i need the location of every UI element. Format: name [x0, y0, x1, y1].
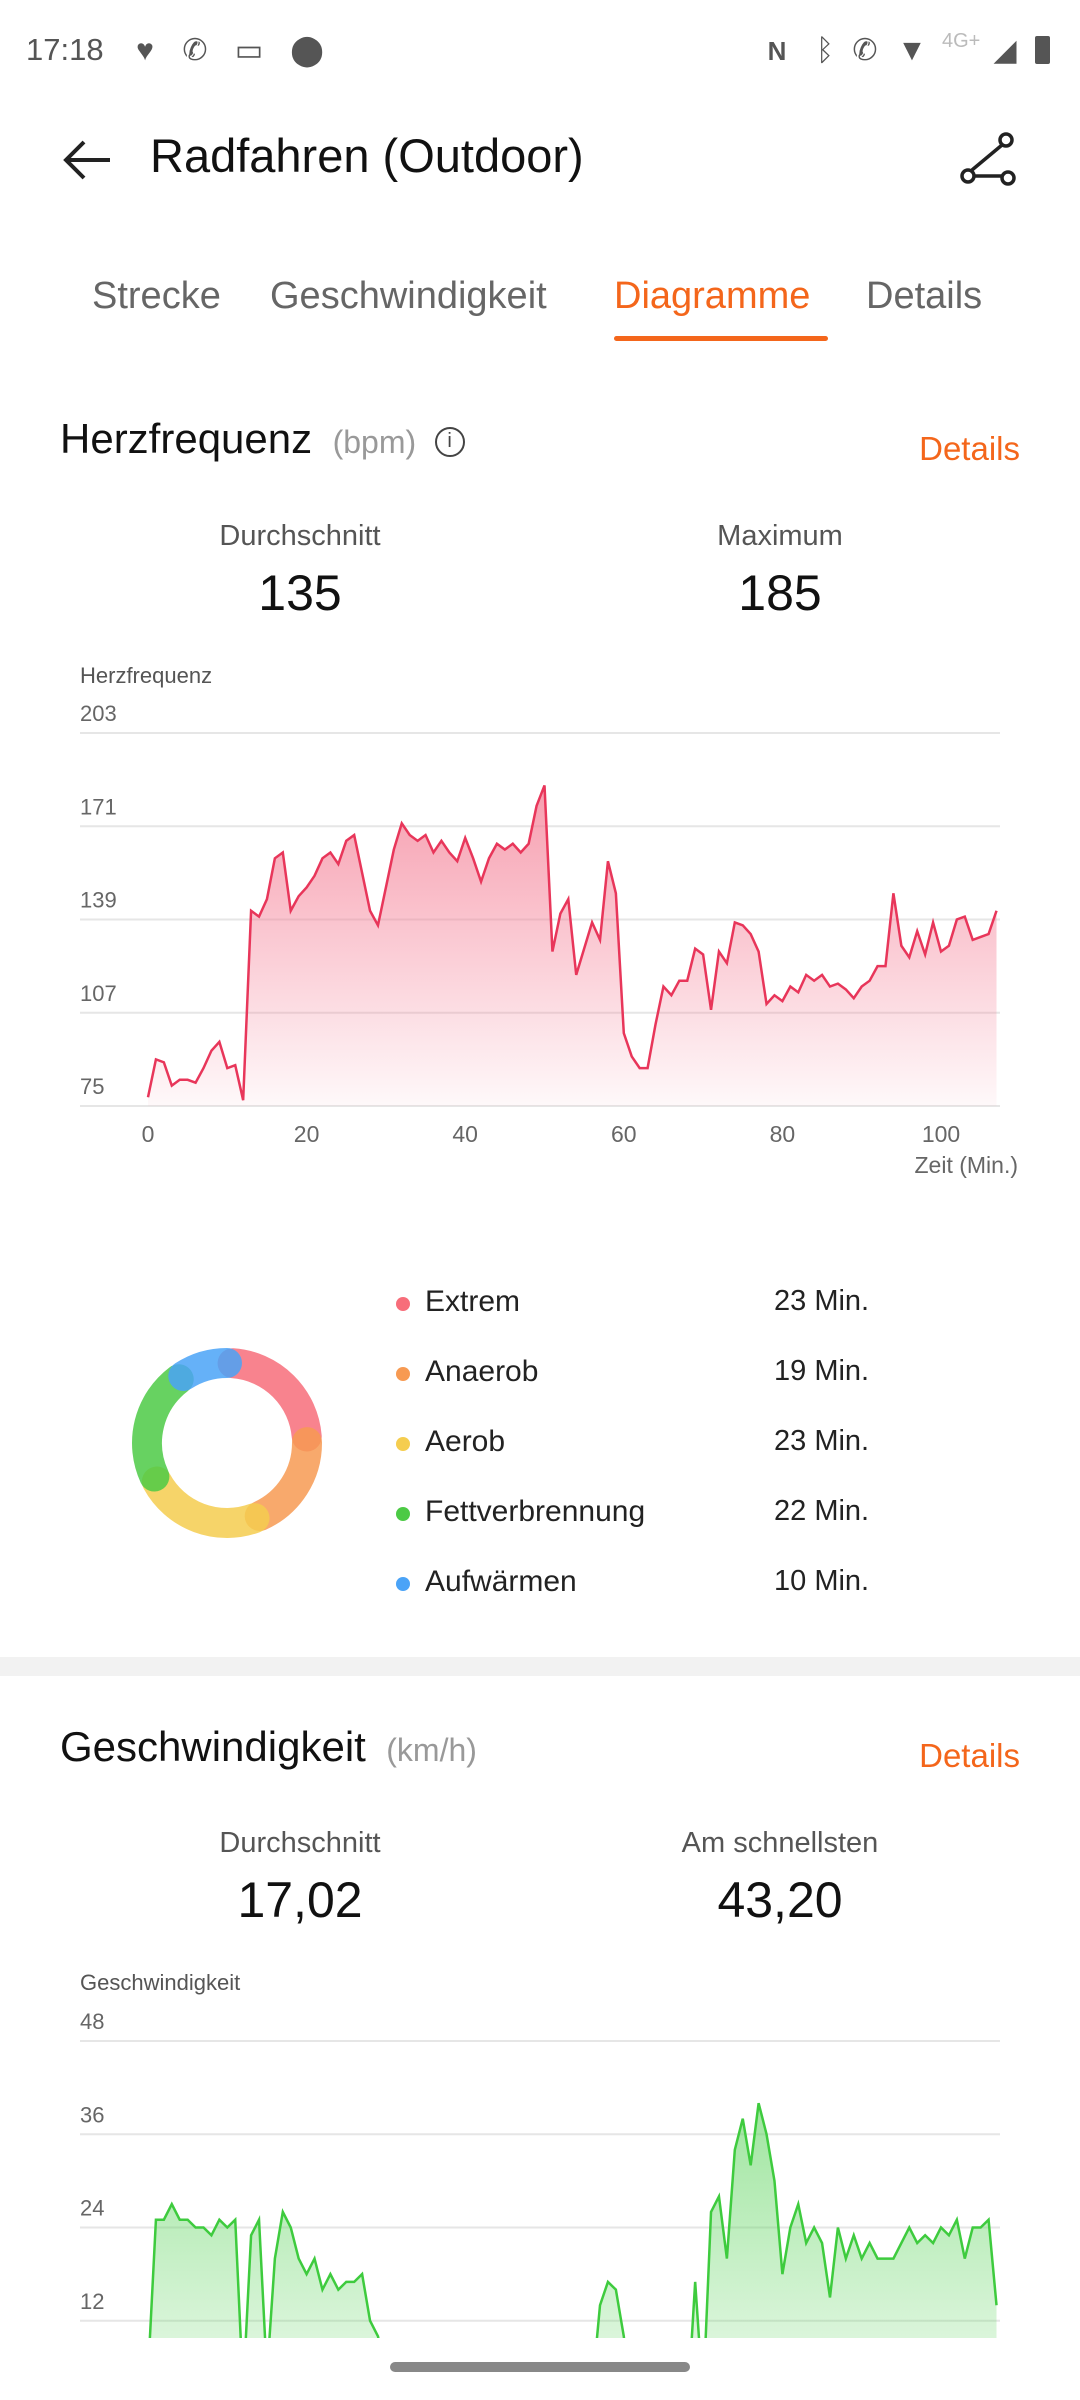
- average-value: 135: [258, 565, 342, 621]
- zone-segment-anaerob: [244, 1427, 322, 1532]
- section-title: Geschwindigkeit: [60, 1723, 366, 1770]
- x-tick-label: 20: [294, 1121, 320, 1147]
- zone-color-dot: [396, 1437, 410, 1451]
- y-tick-label: 12: [80, 2289, 104, 2314]
- average-speed-label: Durchschnitt: [219, 1827, 381, 1859]
- network-type: 4G+: [942, 30, 981, 52]
- y-tick-label: 203: [80, 701, 117, 726]
- tab-diagramme[interactable]: Diagramme: [614, 275, 811, 317]
- zone-duration: 23 Min.: [774, 1425, 870, 1457]
- speed-chart: Geschwindigkeit 48 36 24 12: [80, 1970, 1000, 2338]
- maximum-label: Maximum: [717, 520, 843, 552]
- status-bar: 17:18 ♥ ✆ ▭ ⬤ N ᛒ ✆ ▼ 4G+ ◢: [0, 28, 1080, 78]
- zone-segment-aufwärmen: [168, 1348, 242, 1391]
- fastest-label: Am schnellsten: [681, 1827, 879, 1859]
- status-time: 17:18: [26, 32, 104, 67]
- bluetooth-icon: ᛒ: [816, 34, 834, 67]
- tab-details[interactable]: Details: [866, 275, 983, 317]
- zone-label: Extrem: [425, 1285, 521, 1318]
- zone-segment-extrem: [217, 1348, 322, 1452]
- zone-duration: 19 Min.: [774, 1355, 870, 1387]
- gesture-nav-bar[interactable]: [390, 2362, 690, 2372]
- zone-label: Fettverbrennung: [425, 1495, 646, 1528]
- average-label: Durchschnitt: [219, 520, 381, 552]
- wifi-icon: ▼: [897, 34, 927, 67]
- y-axis-title: Herzfrequenz: [80, 663, 212, 688]
- y-axis-title: Geschwindigkeit: [80, 1970, 240, 1995]
- unit-label: (km/h): [386, 1732, 477, 1768]
- y-tick-label: 75: [80, 1074, 104, 1099]
- average-speed-value: 17,02: [237, 1872, 363, 1928]
- heart-rate-line: [146, 785, 998, 1101]
- zone-color-dot: [396, 1367, 410, 1381]
- zone-duration: 22 Min.: [774, 1495, 870, 1527]
- zone-label: Anaerob: [425, 1355, 539, 1388]
- heart-rate-chart: Herzfrequenz 203 171 139 107 75 0 20 40 60 80 100 Z…: [80, 663, 1019, 1178]
- zone-segment-aerob: [141, 1466, 270, 1538]
- route-button[interactable]: [958, 130, 1018, 190]
- heart-zone-donut: [132, 1348, 322, 1538]
- zone-duration: 10 Min.: [774, 1565, 870, 1597]
- x-axis-title: Zeit (Min.): [915, 1152, 1019, 1178]
- zone-color-dot: [396, 1577, 410, 1591]
- zone-label: Aufwärmen: [425, 1565, 577, 1598]
- tab-geschwindigkeit[interactable]: Geschwindigkeit: [270, 275, 547, 317]
- tab-strecke[interactable]: Strecke: [92, 275, 221, 317]
- wifi-call-status-icon: ✆: [852, 34, 878, 67]
- x-tick-label: 100: [922, 1121, 960, 1147]
- x-tick-label: 0: [142, 1121, 155, 1147]
- route-icon: [960, 132, 1016, 186]
- wifi-call-icon: ✆: [182, 34, 208, 67]
- speed-line: [148, 2102, 998, 2338]
- heart-rate-header: Herzfrequenz (bpm) i: [60, 415, 465, 463]
- back-arrow-icon: [63, 140, 110, 180]
- speed-header: Geschwindigkeit (km/h): [60, 1723, 477, 1771]
- y-tick-label: 139: [80, 888, 117, 913]
- active-tab-indicator: [614, 336, 828, 341]
- x-tick-label: 40: [452, 1121, 478, 1147]
- fastest-value: 43,20: [717, 1872, 843, 1928]
- speed-details-link[interactable]: Details: [919, 1737, 1020, 1774]
- zone-segment-fettverbrennung: [132, 1364, 194, 1492]
- y-tick-label: 36: [80, 2102, 104, 2127]
- health-app-icon: ♥: [136, 34, 154, 67]
- section-title: Herzfrequenz: [60, 415, 313, 462]
- battery-icon: [1035, 36, 1050, 64]
- back-button[interactable]: [58, 130, 118, 190]
- cell-signal-icon: ◢: [993, 34, 1017, 67]
- unit-label: (bpm): [332, 424, 417, 460]
- location-icon: ⬤: [290, 34, 324, 67]
- page-title: Radfahren (Outdoor): [150, 129, 584, 182]
- x-tick-label: 60: [611, 1121, 637, 1147]
- heart-rate-details-link[interactable]: Details: [919, 430, 1020, 467]
- zone-color-dot: [396, 1507, 410, 1521]
- speed-area: [149, 2103, 997, 2338]
- maximum-value: 185: [738, 565, 822, 621]
- x-tick-label: 80: [770, 1121, 796, 1147]
- nfc-icon: N: [767, 36, 787, 66]
- zone-label: Aerob: [425, 1425, 506, 1458]
- y-tick-label: 107: [80, 981, 117, 1006]
- zone-duration: 23 Min.: [774, 1285, 870, 1317]
- section-divider: [0, 1657, 1080, 1676]
- zone-color-dot: [396, 1297, 410, 1311]
- info-icon[interactable]: i: [434, 427, 465, 457]
- y-tick-label: 48: [80, 2009, 104, 2034]
- laptop-icon: ▭: [234, 34, 264, 67]
- y-tick-label: 24: [80, 2196, 104, 2221]
- y-tick-label: 171: [80, 794, 117, 819]
